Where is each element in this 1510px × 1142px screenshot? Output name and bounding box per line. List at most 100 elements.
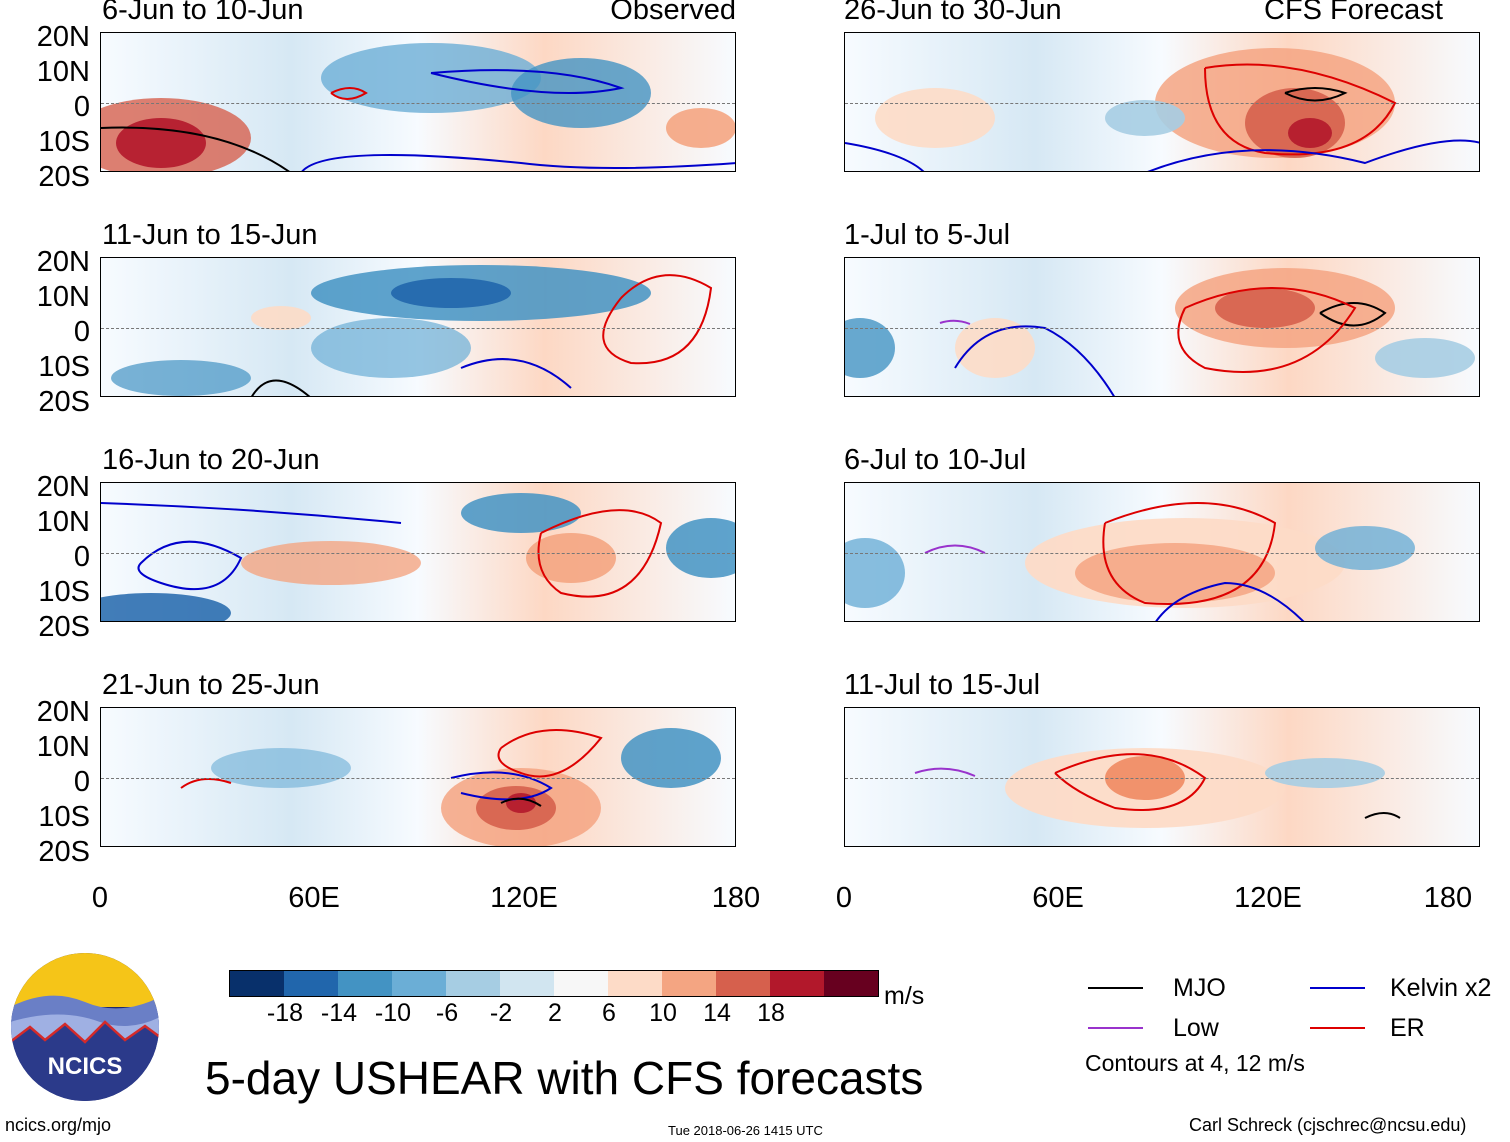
equator-line: [845, 778, 1479, 779]
kelvin-contour: [1155, 581, 1305, 621]
shear-field: [101, 493, 735, 621]
kelvin-contour: [137, 540, 243, 591]
lon-label: 60E: [288, 882, 340, 914]
shear-blob: [111, 360, 251, 396]
lat-label: 10S: [38, 351, 90, 383]
panel-map: [100, 707, 736, 847]
panel-date: 11-Jul to 15-Jul: [844, 669, 1041, 701]
footer-credit: Carl Schreck (cjschrec@ncsu.edu): [1189, 1115, 1467, 1135]
lon-label: 60E: [1032, 882, 1084, 914]
lat-label: 10S: [38, 576, 90, 608]
legend-low-line: [1088, 1027, 1143, 1029]
shear-blob: [1375, 338, 1475, 378]
colorbar-swatch: [284, 971, 338, 996]
contour-note: Contours at 4, 12 m/s: [1085, 1050, 1305, 1076]
mjo-contour: [251, 379, 311, 396]
lat-label: 20S: [38, 611, 90, 643]
legend-kelvin-label: Kelvin x2: [1390, 974, 1492, 1002]
shear-blob: [311, 318, 471, 378]
lat-label: 20S: [38, 386, 90, 418]
panel-map: [100, 482, 736, 622]
equator-line: [101, 778, 735, 779]
lon-label: 0: [91, 882, 109, 914]
mjo-contour: [1284, 87, 1348, 102]
legend-mjo-label: MJO: [1173, 974, 1226, 1002]
colorbar-units: m/s: [884, 982, 925, 1010]
kelvin-contour: [101, 502, 402, 524]
shear-blob: [1315, 526, 1415, 570]
shear-blob: [526, 533, 616, 583]
lat-label: 10N: [36, 506, 90, 538]
low-contour: [914, 767, 976, 777]
kelvin-contour: [301, 154, 735, 171]
shear-field: [845, 48, 1479, 171]
lat-label: 0: [73, 766, 90, 798]
er-contour: [1054, 753, 1207, 811]
equator-line: [101, 103, 735, 104]
colorbar-tick: -10: [374, 999, 412, 1027]
er-contour: [602, 274, 713, 365]
lat-label: 0: [73, 316, 90, 348]
mjo-contour: [500, 797, 542, 807]
legend-kelvin-line: [1310, 987, 1365, 989]
lat-label: 10N: [36, 281, 90, 313]
lat-label: 20N: [36, 21, 90, 53]
lat-label: 10N: [36, 56, 90, 88]
lat-label: 10S: [38, 801, 90, 833]
kelvin-contour: [1147, 139, 1479, 171]
shear-blob: [1105, 100, 1185, 136]
er-contour: [330, 87, 368, 100]
equator-line: [101, 553, 735, 554]
colorbar-swatch: [338, 971, 392, 996]
shear-blob: [321, 43, 541, 113]
shear-blob: [391, 278, 511, 308]
low-contour: [939, 319, 971, 325]
low-contour: [924, 544, 986, 554]
panel-date: 1-Jul to 5-Jul: [844, 219, 1011, 251]
footer-left[interactable]: ncics.org/mjo: [5, 1115, 112, 1135]
panel-map: [844, 257, 1480, 397]
panel-date: 21-Jun to 25-Jun: [102, 669, 320, 701]
lon-label: 0: [835, 882, 853, 914]
colorbar-tick: 2: [548, 999, 562, 1027]
colorbar-swatch: [716, 971, 770, 996]
colorbar-swatch: [554, 971, 608, 996]
lat-label: 20N: [36, 696, 90, 728]
lon-label: 180: [711, 882, 761, 914]
shear-blob: [1288, 118, 1332, 148]
lat-label: 20N: [36, 471, 90, 503]
panel-date: 26-Jun to 30-Jun: [844, 0, 1062, 26]
shear-blob: [1265, 758, 1385, 788]
shear-field: [101, 43, 735, 171]
shear-blob: [1075, 543, 1275, 603]
er-contour: [1102, 502, 1277, 605]
shear-field: [914, 748, 1401, 828]
shear-blob: [101, 593, 231, 621]
figure-title: 5-day USHEAR with CFS forecasts: [205, 1052, 924, 1104]
colorbar-swatch: [392, 971, 446, 996]
shear-blob: [251, 306, 311, 330]
equator-line: [845, 328, 1479, 329]
colorbar-swatch: [500, 971, 554, 996]
kelvin-contour: [450, 771, 553, 801]
er-contour: [1177, 287, 1357, 373]
equator-line: [101, 328, 735, 329]
panel-tag: Observed: [610, 0, 736, 26]
footer-timestamp: Tue 2018-06-26 1415 UTC: [668, 1123, 823, 1138]
shear-blob: [955, 318, 1035, 378]
panel-date: 16-Jun to 20-Jun: [102, 444, 320, 476]
ncics-logo: NCICS: [10, 952, 160, 1102]
shear-blob: [845, 538, 905, 608]
colorbar-tick: -2: [489, 999, 513, 1027]
equator-line: [845, 553, 1479, 554]
colorbar-swatch: [446, 971, 500, 996]
kelvin-contour: [460, 358, 572, 389]
equator-line: [845, 103, 1479, 104]
lon-label: 120E: [1234, 882, 1302, 914]
colorbar-tick: 10: [649, 999, 677, 1027]
lat-label: 10N: [36, 731, 90, 763]
panel-map: [844, 482, 1480, 622]
panel-map: [844, 32, 1480, 172]
shear-blob: [845, 318, 895, 378]
panel-map: [100, 32, 736, 172]
